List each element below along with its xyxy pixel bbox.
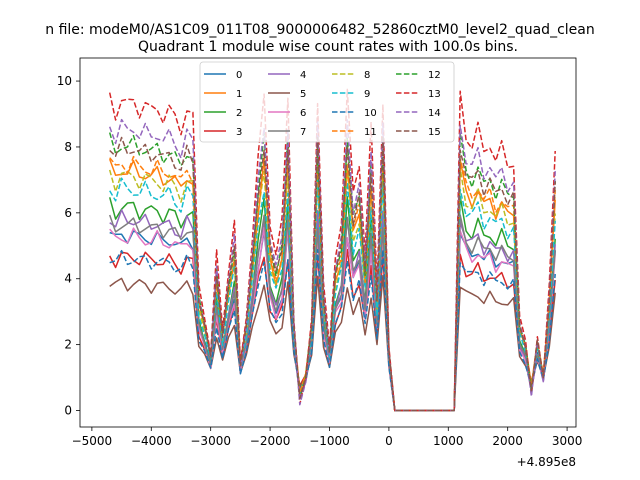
legend-label-6: 6 [300,108,306,119]
plot-frame [79,57,577,428]
x-tick-label: −5000 [72,434,113,448]
legend-label-7: 7 [300,127,306,138]
legend-label-3: 3 [236,127,242,138]
x-tick-label: 2000 [492,434,523,448]
series-line-14 [108,118,556,412]
legend-label-1: 1 [236,89,242,100]
x-tick-label: −4000 [131,434,172,448]
legend-label-9: 9 [364,89,370,100]
y-tick-label: 4 [64,272,72,286]
legend-label-5: 5 [300,89,306,100]
x-tick-label: 0 [385,434,393,448]
series-line-7 [108,214,556,412]
series-layer [108,88,556,412]
legend-label-14: 14 [428,108,441,119]
legend-label-13: 13 [428,89,441,100]
legend-label-0: 0 [236,70,242,81]
legend-frame [199,61,455,143]
legend-label-15: 15 [428,127,441,138]
x-tick-label: 3000 [552,434,583,448]
legend-label-10: 10 [364,108,377,119]
legend-label-11: 11 [364,127,377,138]
y-tick-label: 6 [64,206,72,220]
plot-title: Quadrant 1 module wise count rates with … [138,39,518,55]
y-tick-label: 2 [64,338,72,352]
x-tick-label: −3000 [190,434,231,448]
x-tick-label: −1000 [309,434,350,448]
legend-label-8: 8 [364,70,370,81]
legend-label-12: 12 [428,70,441,81]
y-axis: 0 2 4 6 8 10 [57,74,80,418]
y-tick-label: 8 [64,140,72,154]
series-line-13 [108,88,556,412]
y-tick-label: 0 [64,404,72,418]
y-tick-label: 10 [57,74,72,88]
series-line-9 [109,177,556,412]
x-offset-label: +4.895e8 [517,455,576,469]
x-tick-label: −2000 [250,434,291,448]
legend-label-4: 4 [300,70,306,81]
series-line-10 [109,249,556,412]
series-line-11 [109,152,556,412]
figure-suptitle: n file: modeM0/AS1C09_011T08_9000006482_… [45,22,594,38]
x-tick-label: 1000 [433,434,464,448]
legend-label-2: 2 [236,108,242,119]
series-line-15 [109,136,556,412]
x-axis: −5000 −4000 −3000 −2000 −1000 0 1000 2000 3000 [72,427,583,448]
